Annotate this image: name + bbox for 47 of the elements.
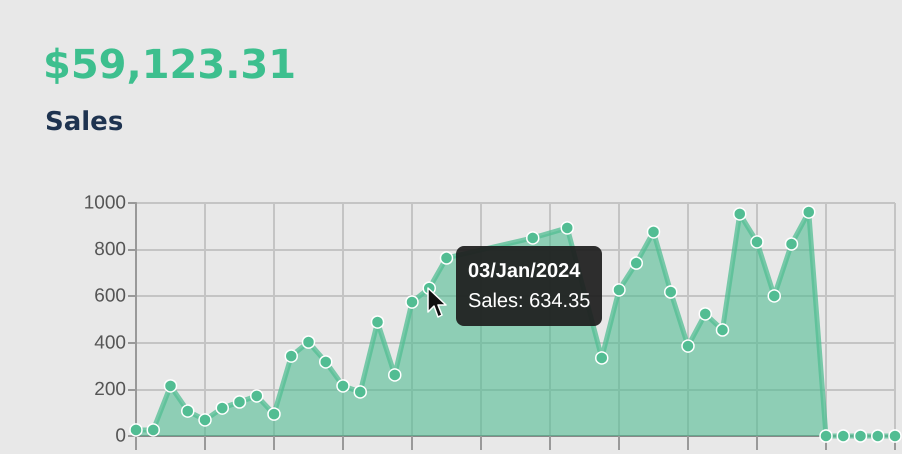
point	[405, 295, 419, 309]
point	[733, 207, 746, 221]
point	[319, 355, 332, 369]
point	[888, 429, 902, 443]
point	[784, 237, 798, 251]
y-tick-label: 800	[94, 239, 126, 260]
y-tick-label: 200	[94, 378, 126, 400]
point	[267, 407, 281, 421]
annotation: 03/Jan/2024	[468, 259, 582, 284]
chart-title: $59,123.31	[43, 42, 296, 88]
point	[336, 379, 350, 393]
point	[284, 349, 298, 363]
point	[388, 368, 402, 382]
point	[646, 225, 660, 239]
point	[164, 379, 178, 393]
point	[146, 423, 160, 437]
y-tick-label: 0	[115, 426, 126, 446]
point	[854, 429, 868, 443]
point	[216, 401, 229, 415]
point	[802, 205, 816, 219]
point	[612, 283, 626, 297]
y-tick-label: 400	[94, 332, 126, 354]
point	[819, 429, 833, 443]
point	[768, 289, 781, 303]
point	[181, 404, 194, 418]
point	[595, 351, 608, 365]
y-tick-label: 1000	[84, 192, 126, 214]
point	[716, 323, 730, 337]
point	[836, 429, 850, 443]
point	[750, 235, 764, 249]
point	[302, 335, 316, 349]
point	[560, 221, 574, 235]
y-tick-label: 600	[94, 286, 126, 307]
point	[526, 231, 540, 245]
chart-subtitle: Sales	[45, 107, 124, 137]
point	[630, 256, 643, 270]
point	[698, 307, 712, 321]
point	[370, 315, 384, 329]
point	[681, 339, 695, 353]
point	[871, 429, 884, 443]
annotation: Sales: 634.35	[468, 289, 590, 314]
point	[664, 285, 678, 299]
point	[440, 251, 454, 265]
point	[250, 389, 264, 403]
point	[354, 385, 367, 399]
point	[232, 395, 246, 409]
point	[198, 413, 212, 427]
